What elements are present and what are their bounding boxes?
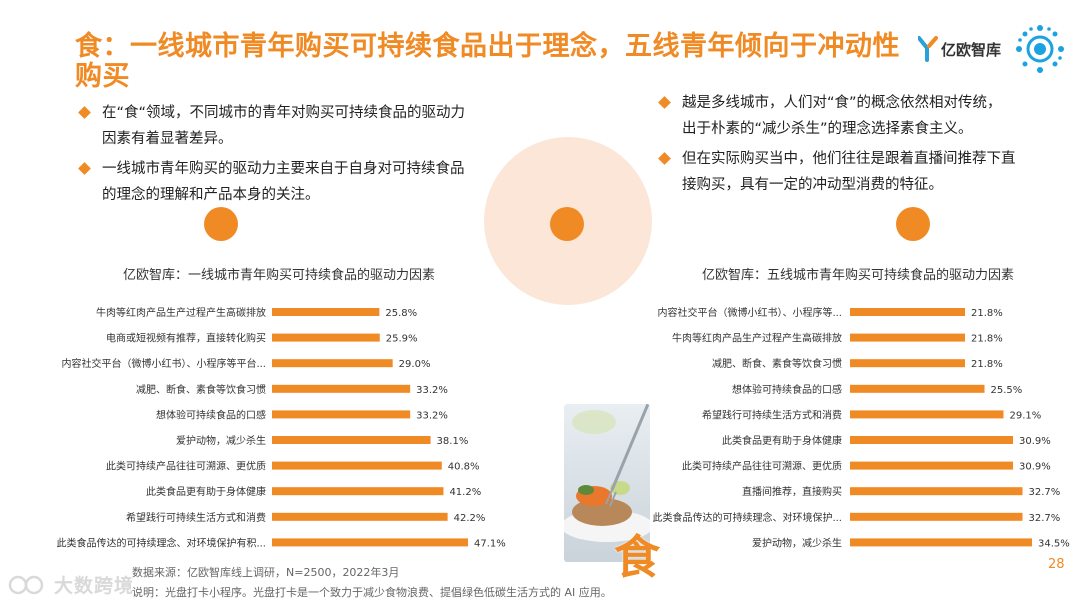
value-label: 21.8% (971, 334, 1003, 345)
right-bar-chart: 内容社交平台（微博小红书）、小程序等... 21.8% 牛肉等红肉产品生产过程产生高… (652, 306, 1069, 549)
bar (850, 512, 1023, 521)
yiou-logo-icon (917, 36, 938, 62)
diamond-bullet-icon (78, 162, 91, 175)
bar (272, 538, 468, 547)
food-photo (564, 404, 650, 562)
left-bar-chart: 牛肉等红肉产品生产过程产生高碳排放 25.8% 电商或短视频有推荐，直接转化购买 25… (56, 306, 506, 549)
right-bullet-list: 越是多线城市，人们对“食”的概念依然相对传统，出于朴素的“减少杀生”的理念选择素… (656, 90, 1016, 202)
value-label: 32.7% (1029, 487, 1061, 498)
source-line: 数据来源：亿欧智库线上调研，N=2500，2022年3月 (132, 566, 400, 579)
category-label: 此类可持续产品往往可溯源、更优质 (106, 460, 266, 473)
value-label: 29.0% (399, 359, 431, 370)
watermark-icon (8, 575, 44, 594)
value-label: 21.8% (971, 308, 1003, 319)
right-chart-title: 亿欧智库：五线城市青年购买可持续食品的驱动力因素 (702, 268, 1015, 283)
source-note: 数据来源：亿欧智库线上调研，N=2500，2022年3月 说明：光盘打卡小程序。… (132, 563, 612, 603)
category-label: 此类食品更有助于身体健康 (722, 434, 842, 447)
category-label: 减肥、断食、素食等饮食习惯 (136, 383, 266, 396)
value-label: 25.8% (385, 308, 417, 319)
value-label: 29.1% (1010, 410, 1042, 421)
category-label: 此类食品传达的可持续理念、对环境保护... (652, 511, 842, 524)
value-label: 33.2% (416, 385, 448, 396)
value-label: 47.1% (474, 538, 506, 549)
yiou-logo: 亿欧智库 (917, 36, 1002, 62)
decorative-dot-left (204, 207, 238, 241)
logo-text: 亿欧智库 (941, 40, 1002, 59)
bar (850, 410, 1004, 419)
value-label: 41.2% (449, 487, 481, 498)
bar (850, 359, 966, 368)
bar (850, 436, 1014, 444)
bar (272, 410, 411, 419)
category-label: 爱护动物，减少杀生 (176, 434, 266, 447)
bar (850, 538, 1032, 547)
bullet-text: 一线城市青年购买的驱动力主要来自于自身对可持续食品的理念的理解和产品本身的关注。 (102, 161, 465, 203)
category-label: 此类食品传达的可持续理念、对环境保护有积... (56, 536, 266, 549)
category-label: 牛肉等红肉产品生产过程产生高碳排放 (672, 332, 842, 345)
watermark-text: 大数跨境 (54, 575, 135, 597)
page-title: 食：一线城市青年购买可持续食品出于理念，五线青年倾向于冲动性购买 (75, 31, 900, 92)
bar (850, 487, 1023, 496)
category-label: 希望践行可持续生活方式和消费 (126, 511, 266, 524)
category-label: 爱护动物，减少杀生 (752, 536, 842, 549)
value-label: 42.2% (454, 513, 486, 524)
diamond-bullet-icon (658, 96, 671, 109)
food-character: 食 (614, 530, 660, 584)
left-bullet-list: 在“食“领域，不同城市的青年对购买可持续食品的驱动力因素有着显著差异。 一线城市… (76, 100, 476, 212)
category-label: 内容社交平台（微博小红书）、小程序等平台... (61, 357, 266, 370)
bar (850, 308, 966, 316)
bar (850, 461, 1014, 470)
bullet-text: 越是多线城市，人们对“食”的概念依然相对传统，出于朴素的“减少杀生”的理念选择素… (682, 95, 1002, 137)
brand-bubble-icon (1015, 24, 1065, 74)
bullet-text: 在“食“领域，不同城市的青年对购买可持续食品的驱动力因素有着显著差异。 (102, 105, 466, 147)
value-label: 21.8% (971, 359, 1003, 370)
value-label: 38.1% (437, 436, 469, 447)
diamond-bullet-icon (78, 106, 91, 119)
value-label: 33.2% (416, 410, 448, 421)
bar (272, 487, 444, 496)
category-label: 直播间推荐，直接购买 (742, 485, 842, 498)
category-label: 此类可持续产品往往可溯源、更优质 (682, 460, 842, 473)
bar (272, 384, 411, 393)
bullet-item: 在“食“领域，不同城市的青年对购买可持续食品的驱动力因素有着显著差异。 (76, 100, 476, 152)
value-label: 34.5% (1038, 538, 1070, 549)
category-label: 内容社交平台（微博小红书）、小程序等... (657, 306, 842, 319)
bullet-item: 但在实际购买当中，他们往往是跟着直播间推荐下直接购买，具有一定的冲动型消费的特征… (656, 146, 1016, 198)
category-label: 减肥、断食、素食等饮食习惯 (712, 357, 842, 370)
bar (272, 333, 380, 342)
category-label: 想体验可持续食品的口感 (156, 408, 266, 421)
decorative-dot-center (550, 207, 584, 241)
category-label: 此类食品更有助于身体健康 (146, 485, 266, 498)
bullet-item: 越是多线城市，人们对“食”的概念依然相对传统，出于朴素的“减少杀生”的理念选择素… (656, 90, 1016, 142)
value-label: 32.7% (1029, 513, 1061, 524)
bar (850, 384, 985, 393)
category-label: 希望践行可持续生活方式和消费 (702, 408, 842, 421)
category-label: 电商或短视频有推荐，直接转化购买 (106, 332, 266, 345)
bar (850, 333, 966, 342)
bar (272, 308, 380, 316)
page-number: 28 (1048, 557, 1065, 572)
source-line: 说明：光盘打卡小程序。光盘打卡是一个致力于减少食物浪费、提倡绿色低碳生活方式的 … (132, 586, 612, 599)
value-label: 40.8% (448, 462, 480, 473)
left-chart-title: 亿欧智库：一线城市青年购买可持续食品的驱动力因素 (123, 268, 436, 283)
bar (272, 436, 431, 444)
bullet-item: 一线城市青年购买的驱动力主要来自于自身对可持续食品的理念的理解和产品本身的关注。 (76, 156, 476, 208)
watermark: 大数跨境 (8, 571, 134, 598)
diamond-bullet-icon (658, 152, 671, 165)
value-label: 30.9% (1019, 436, 1051, 447)
category-label: 牛肉等红肉产品生产过程产生高碳排放 (96, 306, 266, 319)
category-label: 想体验可持续食品的口感 (732, 383, 842, 396)
decorative-dot-right (896, 207, 930, 241)
value-label: 30.9% (1019, 462, 1051, 473)
value-label: 25.9% (386, 334, 418, 345)
bar (272, 461, 442, 470)
bar (272, 512, 448, 521)
bullet-text: 但在实际购买当中，他们往往是跟着直播间推荐下直接购买，具有一定的冲动型消费的特征… (682, 151, 1016, 193)
bar (272, 359, 393, 368)
value-label: 25.5% (991, 385, 1023, 396)
